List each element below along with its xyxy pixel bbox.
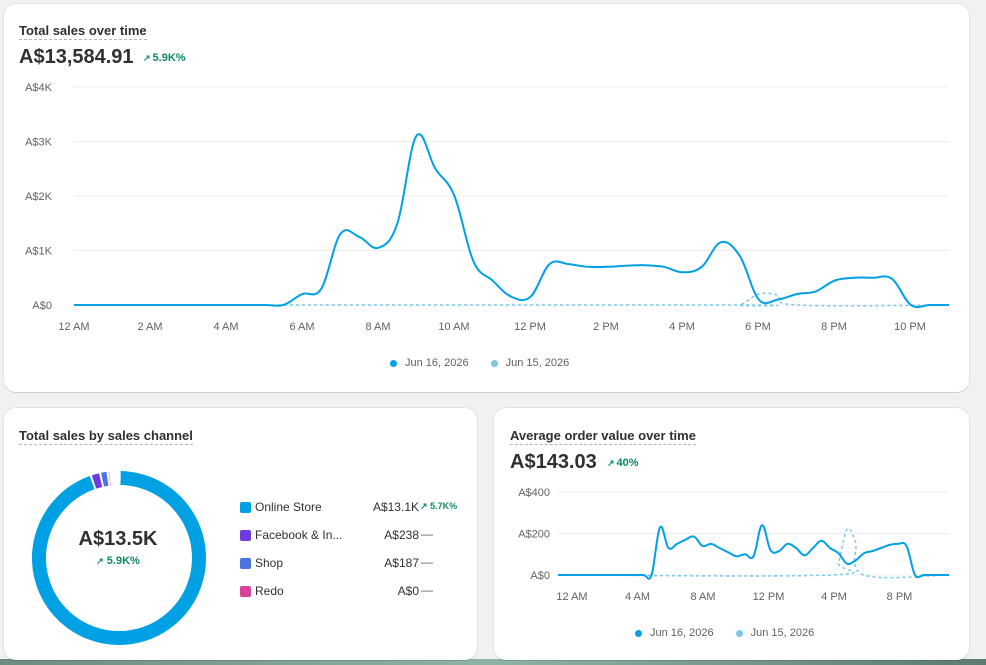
channel-row-shop[interactable]: Shop A$187 —: [240, 554, 465, 582]
channel-delta-text: 5.7K%: [430, 501, 458, 511]
background-strip: [0, 659, 986, 665]
aov-value: A$143.03: [510, 451, 597, 473]
x-tick-label: 12 AM: [58, 321, 89, 333]
channel-swatch: [240, 586, 251, 597]
y-tick-label: A$0: [32, 300, 52, 312]
series-line-comparison[interactable]: [557, 527, 950, 579]
series-line-current[interactable]: [74, 133, 949, 309]
donut-center-value: A$13.5K: [78, 528, 158, 550]
sales-channel-donut: [32, 471, 206, 645]
x-tick-label: 8 PM: [887, 591, 913, 603]
x-tick-label: 12 AM: [556, 591, 587, 603]
aov-delta-text: 40%: [616, 457, 639, 469]
legend-dot-comparison: [735, 629, 743, 637]
legend-item-comparison[interactable]: Jun 15, 2026: [735, 627, 815, 639]
donut-center-delta-text: 5.9K%: [106, 555, 140, 567]
channel-value: A$13.1K: [372, 500, 419, 514]
aov-legend: Jun 16, 2026 Jun 15, 2026: [635, 627, 814, 639]
x-tick-label: 12 PM: [514, 321, 546, 333]
x-tick-label: 12 PM: [753, 591, 785, 603]
aov-chart: A$0 A$200 A$400 12 AM 4 AM 8 AM 12 PM 4 PM 8 PM: [518, 487, 950, 603]
y-tick-label: A$400: [518, 487, 550, 499]
y-tick-label: A$1K: [25, 246, 53, 258]
channel-name: Facebook & In...: [255, 528, 343, 542]
channel-swatch: [240, 502, 251, 513]
legend-item-comparison[interactable]: Jun 15, 2026: [490, 357, 570, 369]
legend-dot-current: [390, 359, 397, 367]
x-tick-label: 8 AM: [690, 591, 715, 603]
total-sales-title[interactable]: Total sales over time: [19, 23, 147, 40]
total-sales-chart: A$0 A$1K A$2K A$3K A$4K 12 AM 2 AM 4 AM 6 AM 8 AM…: [25, 82, 950, 333]
channel-swatch: [240, 530, 251, 541]
series-line-comparison[interactable]: [74, 292, 950, 307]
channel-name: Shop: [255, 556, 284, 570]
donut-slice-facebook[interactable]: [91, 473, 103, 489]
arrow-up-right-icon: ↗: [143, 53, 151, 63]
x-tick-label: 4 AM: [625, 591, 650, 603]
total-sales-delta: ↗ 5.9K%: [143, 52, 186, 64]
legend-label-current: Jun 16, 2026: [405, 357, 469, 369]
x-tick-label: 6 PM: [745, 321, 771, 333]
x-tick-label: 4 PM: [821, 591, 847, 603]
channel-value: A$0: [397, 584, 419, 598]
donut-slice-shop[interactable]: [101, 471, 109, 487]
channel-row-online-store[interactable]: Online Store A$13.1K ↗ 5.7K%: [240, 498, 465, 526]
legend-dot-comparison: [490, 359, 498, 367]
channel-value: A$187: [384, 556, 419, 570]
x-tick-label: 4 AM: [213, 321, 238, 333]
y-tick-label: A$3K: [25, 137, 53, 149]
channel-dash: —: [421, 527, 433, 541]
sales-channel-title[interactable]: Total sales by sales channel: [19, 428, 193, 445]
legend-dot-current: [635, 629, 642, 637]
channel-row-redo[interactable]: Redo A$0 —: [240, 582, 465, 610]
legend-label-current: Jun 16, 2026: [650, 627, 714, 639]
donut-center: A$13.5K ↗ 5.9K%: [38, 528, 198, 567]
x-tick-label: 10 PM: [894, 321, 926, 333]
total-sales-legend: Jun 16, 2026 Jun 15, 2026: [390, 357, 569, 369]
aov-card: Average order value over time A$143.03 ↗…: [494, 408, 969, 660]
y-tick-label: A$4K: [25, 82, 53, 94]
channel-value: A$238: [384, 528, 419, 542]
channel-name: Online Store: [255, 500, 322, 514]
arrow-up-right-icon: ↗: [420, 501, 428, 511]
legend-label-comparison: Jun 15, 2026: [750, 627, 815, 639]
channel-swatch: [240, 558, 251, 569]
channel-delta: ↗ 5.7K%: [420, 501, 457, 512]
sales-channel-card: Total sales by sales channel A$13.5K ↗ 5…: [4, 408, 477, 660]
donut-slice-online-store[interactable]: [32, 471, 206, 645]
channel-dash: —: [421, 583, 433, 597]
total-sales-delta-text: 5.9K%: [152, 52, 186, 64]
arrow-up-right-icon: ↗: [96, 556, 104, 566]
donut-center-delta: ↗ 5.9K%: [38, 555, 198, 567]
aov-title[interactable]: Average order value over time: [510, 428, 696, 445]
y-tick-label: A$0: [530, 570, 550, 582]
x-tick-label: 8 AM: [365, 321, 390, 333]
x-tick-label: 6 AM: [289, 321, 314, 333]
x-tick-label: 2 AM: [137, 321, 162, 333]
x-tick-label: 10 AM: [438, 321, 469, 333]
x-tick-label: 4 PM: [669, 321, 695, 333]
y-tick-label: A$2K: [25, 191, 53, 203]
legend-item-current[interactable]: Jun 16, 2026: [635, 627, 714, 639]
series-line-current[interactable]: [558, 524, 949, 580]
total-sales-value: A$13,584.91: [19, 46, 134, 68]
arrow-up-right-icon: ↗: [607, 458, 615, 468]
channel-row-facebook[interactable]: Facebook & In... A$238 —: [240, 526, 465, 554]
x-tick-label: 8 PM: [821, 321, 847, 333]
aov-delta: ↗ 40%: [607, 457, 639, 469]
channel-dash: —: [421, 555, 433, 569]
channel-name: Redo: [255, 584, 284, 598]
legend-label-comparison: Jun 15, 2026: [505, 357, 570, 369]
total-sales-card: Total sales over time A$13,584.91 ↗ 5.9K%…: [4, 4, 969, 392]
x-tick-label: 2 PM: [593, 321, 619, 333]
channel-table: Online Store A$13.1K ↗ 5.7K% Facebook & …: [240, 498, 465, 610]
legend-item-current[interactable]: Jun 16, 2026: [390, 357, 469, 369]
y-tick-label: A$200: [518, 529, 550, 541]
